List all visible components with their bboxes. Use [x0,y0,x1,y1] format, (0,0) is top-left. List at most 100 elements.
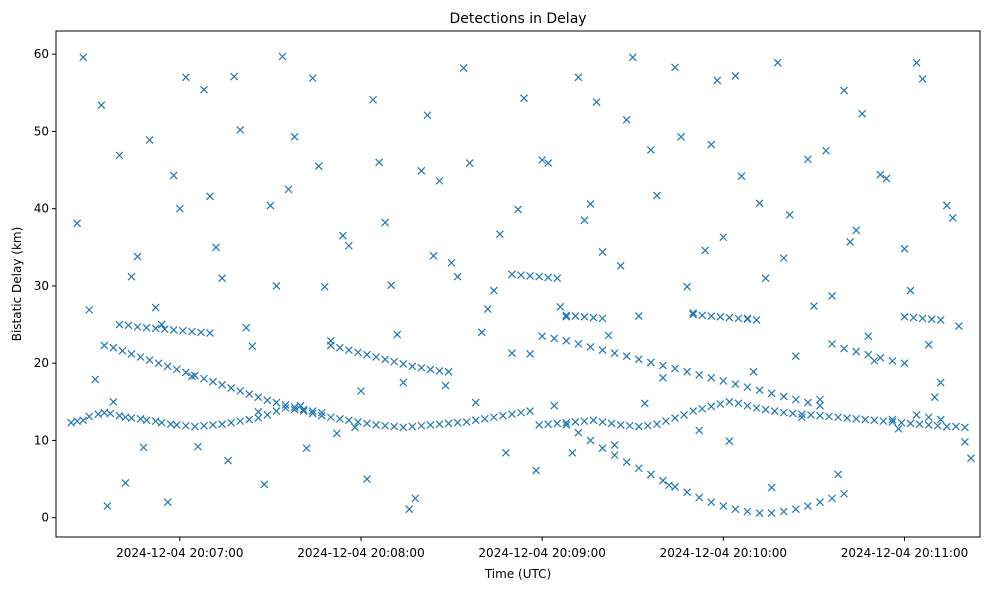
data-point [791,352,800,361]
data-point [665,481,673,490]
data-point [568,448,577,457]
data-point [462,417,471,426]
data-point [652,420,661,429]
data-point [399,423,408,432]
data-point [731,380,740,388]
data-point [858,109,867,118]
data-point [888,356,897,365]
data-point [248,342,257,351]
data-point [716,312,725,321]
data-point [659,476,667,485]
data-point [314,162,323,171]
data-point [689,407,698,416]
data-point [372,421,381,429]
data-point [936,415,945,424]
data-point [743,401,752,410]
data-point [755,509,764,517]
data-point [151,324,160,333]
x-tick-label: 2024-12-04 20:08:00 [297,546,424,560]
data-point [803,155,812,164]
data-point [936,378,945,387]
data-point [338,231,347,240]
data-point [779,408,788,417]
data-point [444,419,453,428]
data-point [483,305,492,314]
data-point [254,393,263,402]
data-point [263,411,272,419]
data-point [586,436,595,445]
data-point [175,204,184,213]
data-point [879,417,888,426]
data-point [115,411,124,420]
data-point [864,350,873,359]
data-point [840,344,849,353]
data-point [109,397,118,406]
data-point [94,410,103,419]
data-point [707,373,716,382]
data-point [435,176,444,185]
data-point [544,420,553,429]
data-point [553,419,562,428]
data-point [779,507,788,516]
y-tick-label: 10 [34,433,49,447]
data-point [571,312,580,320]
data-point [695,426,704,435]
data-point [671,414,679,422]
data-point [381,218,390,227]
data-point [912,58,921,67]
data-point [351,423,359,432]
data-point [489,413,498,422]
data-point [281,400,290,409]
data-point [743,315,752,324]
data-point [299,407,308,416]
data-point [508,410,516,419]
data-point [508,349,516,358]
data-point [598,248,607,256]
data-point [927,315,936,324]
data-point [671,482,679,491]
data-point [906,286,915,295]
data-point [212,243,220,252]
data-point [209,377,217,386]
data-point [816,411,824,420]
data-point [924,340,933,349]
data-point [200,85,208,94]
data-point [520,94,528,103]
data-point [429,251,438,260]
data-point [218,380,227,389]
data-point [683,282,692,291]
data-point [646,470,655,479]
data-point [828,339,836,348]
data-point [453,272,462,281]
data-point [517,271,525,280]
data-point [707,498,716,507]
data-point [797,413,806,422]
data-point [773,58,782,67]
data-point [423,111,432,120]
data-point [731,71,740,80]
x-axis: 2024-12-04 20:07:00 2024-12-04 20:08:00 20… [116,537,968,560]
data-point [317,408,326,417]
data-point [876,170,885,179]
data-point [181,73,190,82]
data-point [136,353,145,361]
data-point [103,502,112,511]
plot-area [55,30,981,538]
data-point [834,470,843,479]
x-tick-label: 2024-12-04 20:11:00 [841,546,968,560]
data-point [719,233,728,242]
data-point [734,314,743,323]
data-point [767,509,776,517]
data-point [517,408,525,417]
data-point [178,326,187,335]
data-point [417,363,426,372]
data-point [816,498,824,507]
data-point [725,437,734,446]
data-point [604,331,613,340]
data-point [121,478,130,487]
data-point [761,405,770,414]
data-point [526,349,535,358]
data-point [640,399,649,408]
data-point [942,201,951,210]
data-point [73,219,82,228]
